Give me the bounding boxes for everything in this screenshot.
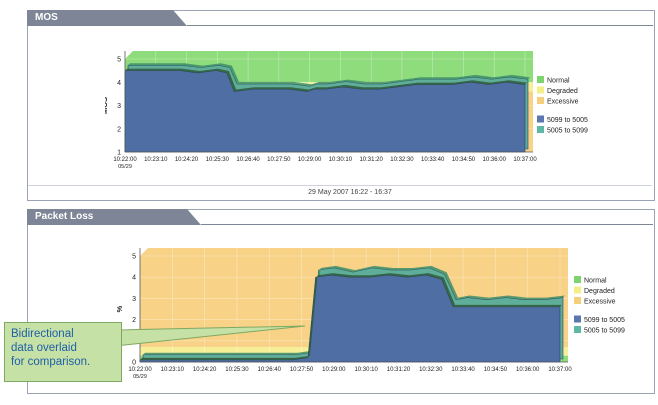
y-tick-label: 5 bbox=[117, 57, 121, 64]
mos-chart: 1 2 3 4 5 MOS 10:22:00 10:23:10 10:24:20 10:25:30… bbox=[105, 51, 588, 170]
packet-loss-tab-rule bbox=[201, 224, 653, 225]
legend-swatch bbox=[574, 286, 581, 294]
legend-label: 5005 to 5099 bbox=[584, 328, 625, 335]
mos-tab-rule bbox=[187, 25, 653, 26]
legend-swatch bbox=[574, 276, 581, 283]
y-tick-label: 4 bbox=[132, 275, 136, 282]
y-tick-label: 1 bbox=[117, 150, 121, 157]
legend-label: 5099 to 5005 bbox=[547, 117, 588, 124]
legend-swatch bbox=[574, 315, 581, 323]
x-tick-label: 10:27:50 bbox=[290, 367, 314, 373]
mos-tab-shape bbox=[27, 10, 187, 26]
callout-box: Bidirectional data overlaid for comparis… bbox=[4, 322, 122, 382]
x-tick-label: 10:30:10 bbox=[354, 367, 378, 373]
x-tick-date: 05/29 bbox=[118, 164, 132, 170]
y-tick-label: 2 bbox=[117, 126, 121, 133]
mos-panel-title: MOS bbox=[35, 12, 58, 23]
x-tick-label: 10:29:00 bbox=[322, 367, 346, 373]
x-tick-label: 10:34:50 bbox=[452, 157, 476, 163]
y-tick-label: 2 bbox=[132, 317, 136, 324]
legend-label: Excessive bbox=[584, 299, 616, 306]
band-top-excessive bbox=[140, 248, 568, 256]
packet-loss-tab-shape bbox=[27, 209, 201, 225]
band-top-normal bbox=[125, 51, 533, 59]
y-axis-title: % bbox=[115, 305, 124, 312]
x-tick-date: 05/29 bbox=[133, 374, 147, 380]
legend-swatch bbox=[537, 76, 544, 83]
x-tick-label: 10:32:30 bbox=[390, 157, 414, 163]
mos-date-range: 29 May 2007 16:22 - 16:37 bbox=[308, 189, 392, 196]
legend-swatch bbox=[574, 297, 581, 304]
legend-swatch bbox=[574, 326, 581, 333]
callout-line-3: for comparison. bbox=[11, 356, 91, 368]
x-tick-label: 10:33:40 bbox=[451, 367, 475, 373]
x-tick-label: 10:27:50 bbox=[267, 157, 291, 163]
x-tick-label: 10:33:40 bbox=[421, 157, 445, 163]
x-tick-label: 10:30:10 bbox=[329, 157, 353, 163]
x-tick-label: 10:25:30 bbox=[206, 157, 230, 163]
x-tick-label: 10:24:20 bbox=[175, 157, 199, 163]
y-tick-label: 3 bbox=[117, 103, 121, 110]
x-tick-label: 10:37:00 bbox=[513, 157, 537, 163]
y-tick-label: 4 bbox=[117, 80, 121, 87]
packet-loss-panel-tab: Packet Loss bbox=[27, 209, 201, 225]
packet-loss-panel-title: Packet Loss bbox=[35, 211, 94, 222]
x-tick-label: 10:29:00 bbox=[298, 157, 322, 163]
x-tick-label: 10:32:30 bbox=[419, 367, 443, 373]
mos-panel-tab: MOS bbox=[27, 10, 187, 26]
x-tick-label: 10:31:20 bbox=[359, 157, 383, 163]
y-tick-label: 5 bbox=[132, 254, 136, 261]
packet-loss-chart: 012345%10:22:0010:23:1010:24:2010:25:301… bbox=[115, 248, 625, 380]
legend-label: 5005 to 5099 bbox=[547, 128, 588, 135]
y-tick-label: 0 bbox=[132, 360, 136, 367]
legend-label: Excessive bbox=[547, 99, 579, 106]
legend-label: Degraded bbox=[547, 88, 578, 95]
callout-line-1: Bidirectional bbox=[11, 328, 74, 340]
x-tick-label: 10:26:40 bbox=[258, 367, 282, 373]
callout-line-2: data overlaid bbox=[11, 342, 77, 354]
x-tick-label: 10:26:40 bbox=[236, 157, 260, 163]
x-tick-label: 10:25:30 bbox=[225, 367, 249, 373]
x-tick-label: 10:24:20 bbox=[193, 367, 217, 373]
legend-label: Normal bbox=[547, 78, 570, 85]
callout-pointer bbox=[115, 325, 306, 347]
x-tick-label: 10:22:00 bbox=[113, 157, 137, 163]
legend-swatch bbox=[537, 86, 544, 94]
legend-label: Normal bbox=[584, 278, 607, 285]
x-tick-label: 10:23:10 bbox=[144, 157, 168, 163]
y-axis-title: MOS bbox=[105, 97, 109, 114]
y-tick-label: 3 bbox=[132, 296, 136, 303]
legend-swatch bbox=[537, 115, 544, 123]
legend-label: 5099 to 5005 bbox=[584, 317, 625, 324]
x-tick-label: 10:37:00 bbox=[548, 367, 572, 373]
legend-label: Degraded bbox=[584, 288, 615, 295]
x-tick-label: 10:31:20 bbox=[387, 367, 411, 373]
x-tick-label: 10:23:10 bbox=[161, 367, 185, 373]
x-tick-label: 10:36:00 bbox=[483, 157, 507, 163]
legend-swatch bbox=[537, 97, 544, 104]
x-tick-label: 10:22:00 bbox=[128, 367, 152, 373]
legend-swatch bbox=[537, 126, 544, 133]
mos-footer-rule bbox=[28, 185, 652, 186]
x-tick-label: 10:34:50 bbox=[484, 367, 508, 373]
x-tick-label: 10:36:00 bbox=[516, 367, 540, 373]
